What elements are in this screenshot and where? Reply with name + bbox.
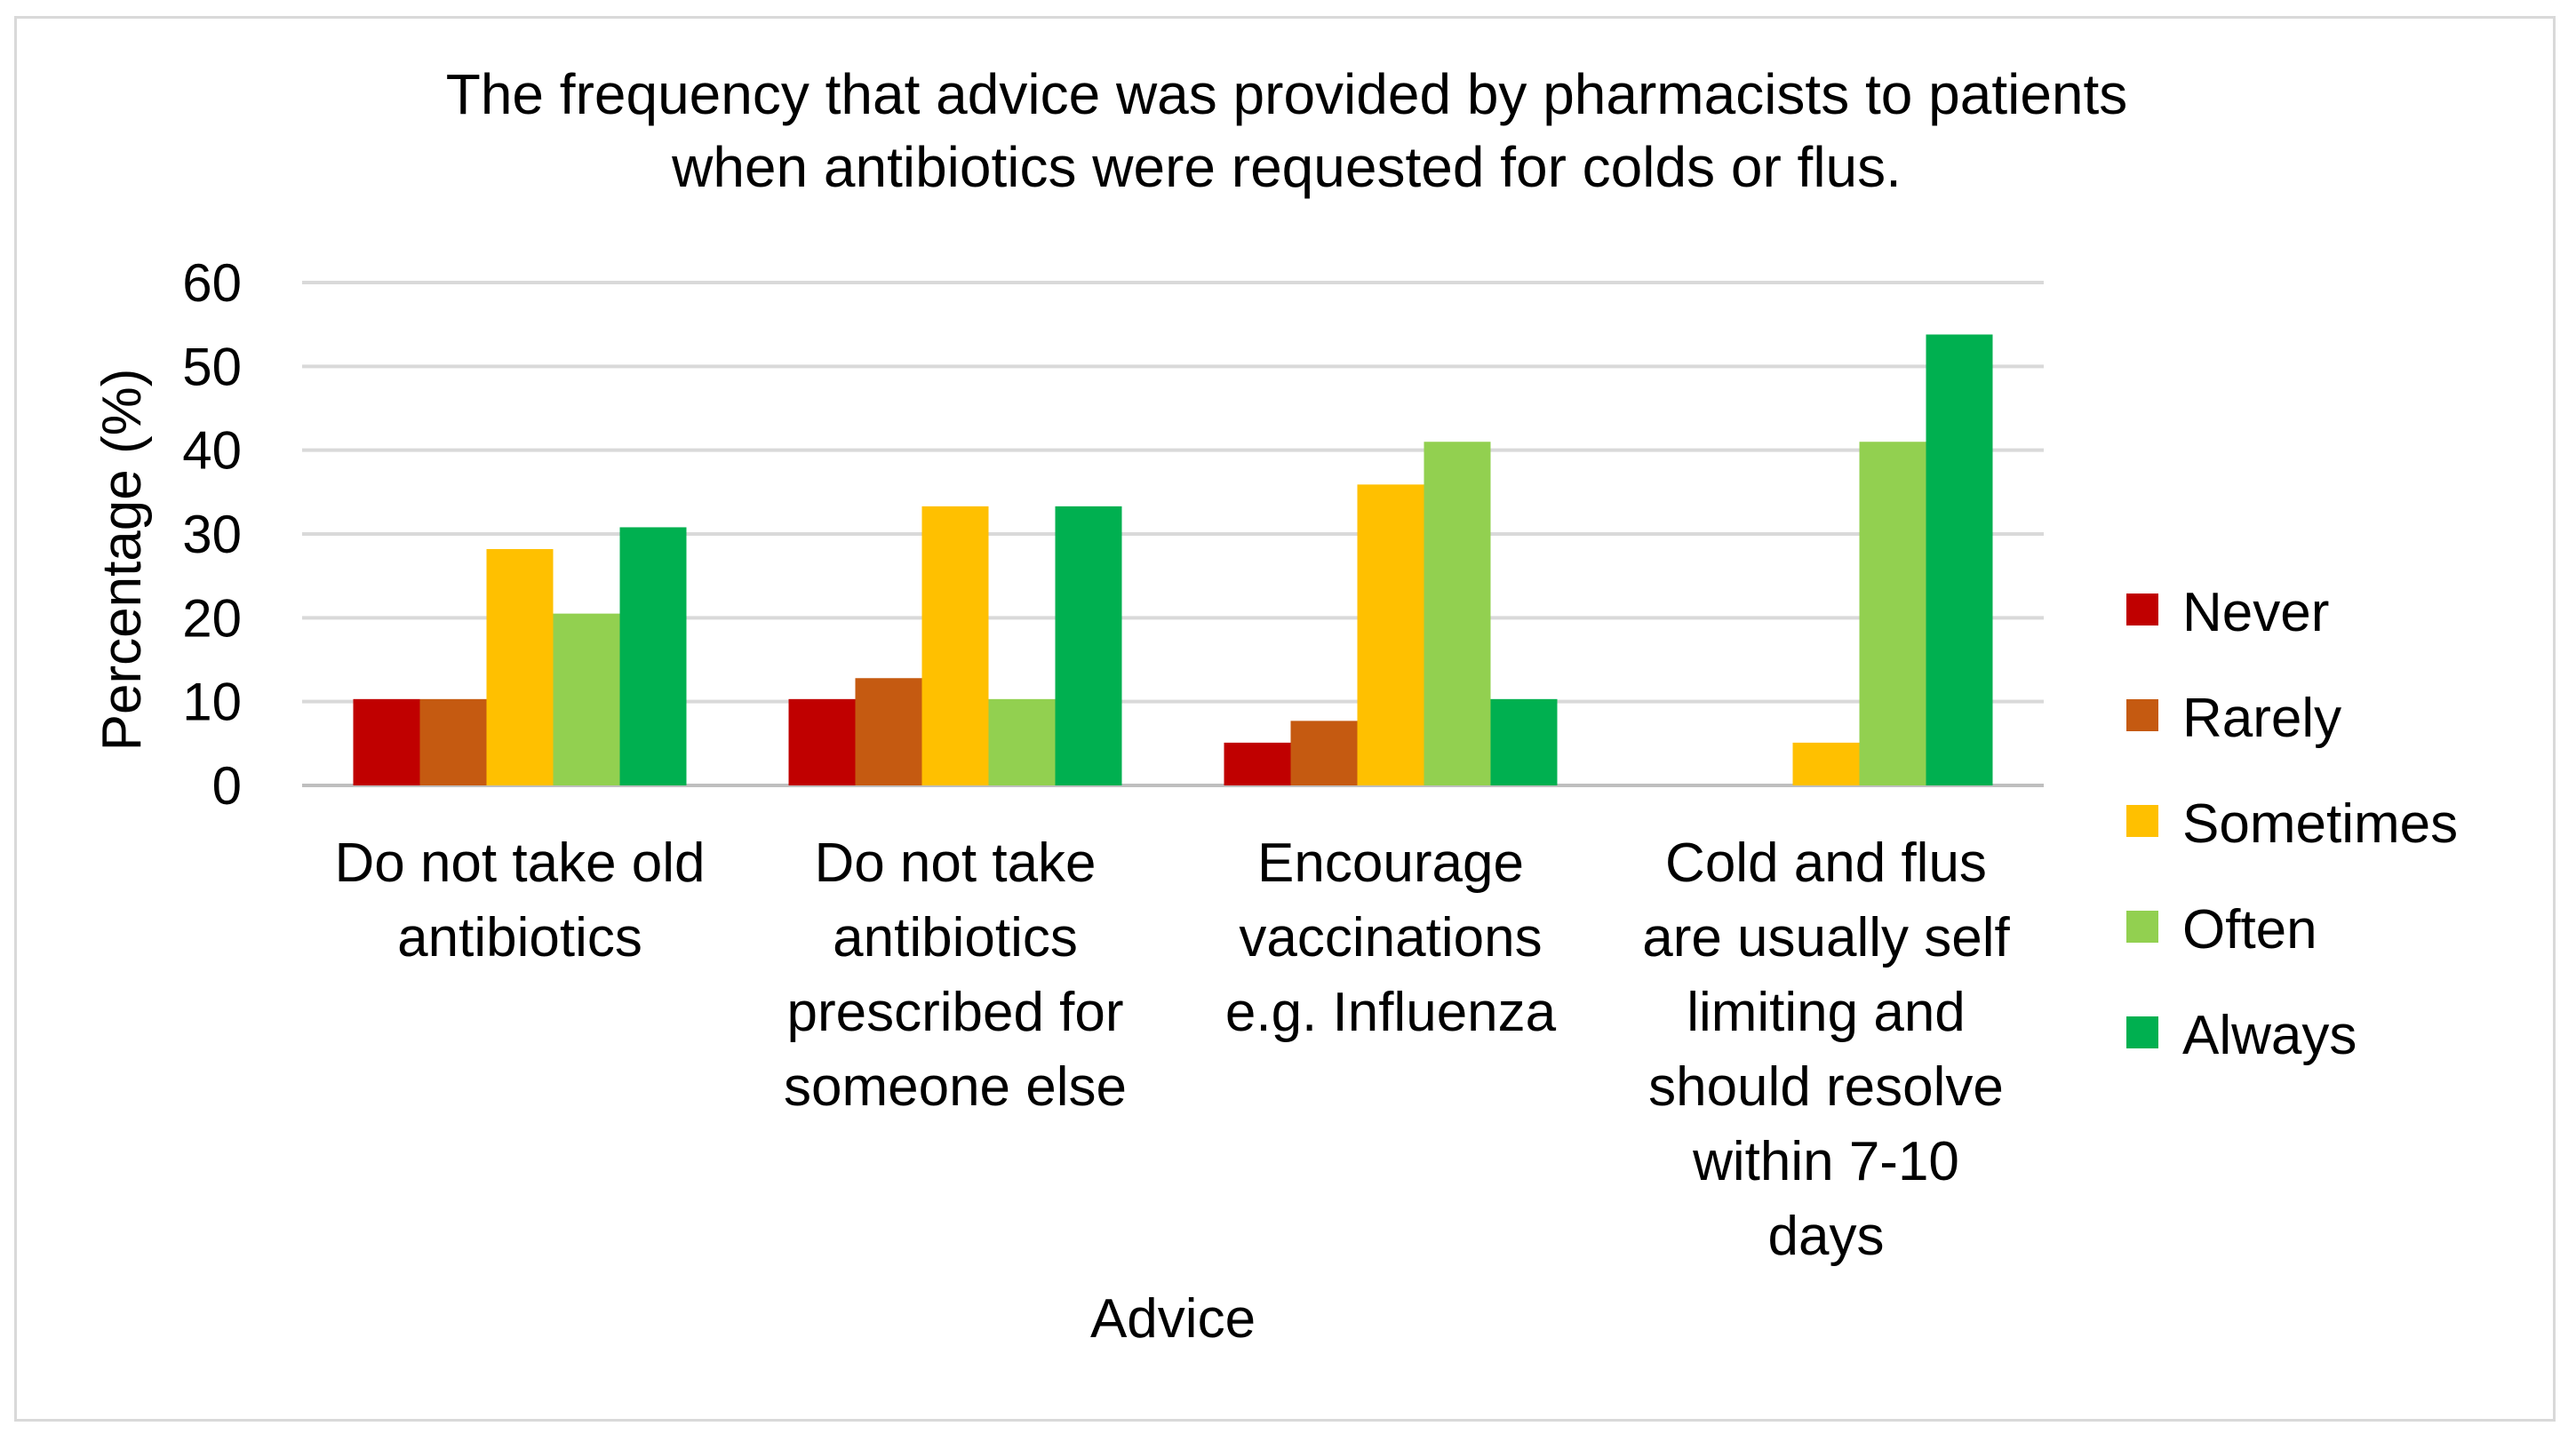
legend-swatch-sometimes bbox=[2126, 805, 2158, 837]
legend-label-sometimes: Sometimes bbox=[2182, 793, 2458, 855]
bar-often-2 bbox=[988, 698, 1056, 785]
x-category-label: Do not take old bbox=[334, 833, 705, 894]
x-category-label: vaccinations bbox=[1239, 907, 1542, 968]
bar-rarely-2 bbox=[855, 678, 922, 785]
x-category-label: limiting and bbox=[1687, 982, 1966, 1043]
bar-never-1 bbox=[353, 698, 420, 785]
y-tick-label: 40 bbox=[182, 421, 242, 481]
legend: Never Rarely Sometimes Often Always bbox=[2126, 582, 2458, 1066]
legend-swatch-never bbox=[2126, 594, 2158, 625]
x-category-label: antibiotics bbox=[833, 907, 1078, 968]
bar-rarely-3 bbox=[1290, 721, 1358, 785]
bar-often-4 bbox=[1859, 442, 1926, 785]
y-tick-label: 20 bbox=[182, 588, 242, 648]
legend-label-often: Often bbox=[2182, 899, 2317, 960]
bar-often-1 bbox=[553, 613, 620, 785]
y-axis-title: Percentage (%) bbox=[92, 369, 153, 752]
x-category-label: are usually self bbox=[1642, 907, 2010, 968]
x-category-label: should resolve bbox=[1648, 1056, 2004, 1118]
bar-always-3 bbox=[1490, 698, 1558, 785]
x-category-label: e.g. Influenza bbox=[1225, 982, 1557, 1043]
x-axis-category-labels: Do not take old antibiotics Do not take ant… bbox=[334, 833, 2010, 1267]
bar-always-1 bbox=[619, 527, 687, 785]
legend-label-never: Never bbox=[2182, 582, 2329, 643]
legend-swatch-often bbox=[2126, 911, 2158, 943]
bar-sometimes-1 bbox=[486, 548, 554, 785]
bar-sometimes-4 bbox=[1792, 742, 1860, 785]
bar-often-3 bbox=[1424, 442, 1491, 785]
x-category-label: days bbox=[1768, 1206, 1885, 1267]
y-tick-label: 30 bbox=[182, 505, 242, 564]
legend-swatch-always bbox=[2126, 1016, 2158, 1048]
x-category-label: Cold and flus bbox=[1665, 833, 1987, 894]
chart-frame bbox=[14, 16, 2556, 1422]
chart-title-line-2: when antibiotics were requested for cold… bbox=[671, 135, 1902, 199]
x-category-label: prescribed for bbox=[786, 982, 1123, 1043]
x-category-label: someone else bbox=[784, 1056, 1127, 1118]
x-category-label: within 7-10 bbox=[1692, 1131, 1959, 1192]
bars bbox=[353, 334, 1993, 785]
legend-swatch-rarely bbox=[2126, 699, 2158, 731]
bar-sometimes-3 bbox=[1357, 484, 1424, 785]
bar-rarely-1 bbox=[419, 698, 487, 785]
bar-sometimes-2 bbox=[921, 506, 989, 785]
y-axis-ticks: 0 10 20 30 40 50 60 bbox=[182, 253, 242, 816]
x-category-label: antibiotics bbox=[397, 907, 642, 968]
y-tick-label: 10 bbox=[182, 673, 242, 732]
x-category-label: Encourage bbox=[1257, 833, 1524, 894]
y-tick-label: 60 bbox=[182, 253, 242, 313]
bar-never-2 bbox=[788, 698, 856, 785]
x-axis-title: Advice bbox=[1090, 1288, 1256, 1350]
bar-always-4 bbox=[1926, 334, 1993, 785]
chart-title-line-1: The frequency that advice was provided b… bbox=[446, 62, 2128, 126]
y-tick-label: 50 bbox=[182, 337, 242, 396]
bar-never-3 bbox=[1224, 742, 1291, 785]
bar-always-2 bbox=[1055, 506, 1122, 785]
y-tick-label: 0 bbox=[212, 756, 242, 816]
x-category-label: Do not take bbox=[814, 833, 1096, 894]
legend-label-always: Always bbox=[2182, 1005, 2357, 1066]
legend-label-rarely: Rarely bbox=[2182, 688, 2341, 749]
